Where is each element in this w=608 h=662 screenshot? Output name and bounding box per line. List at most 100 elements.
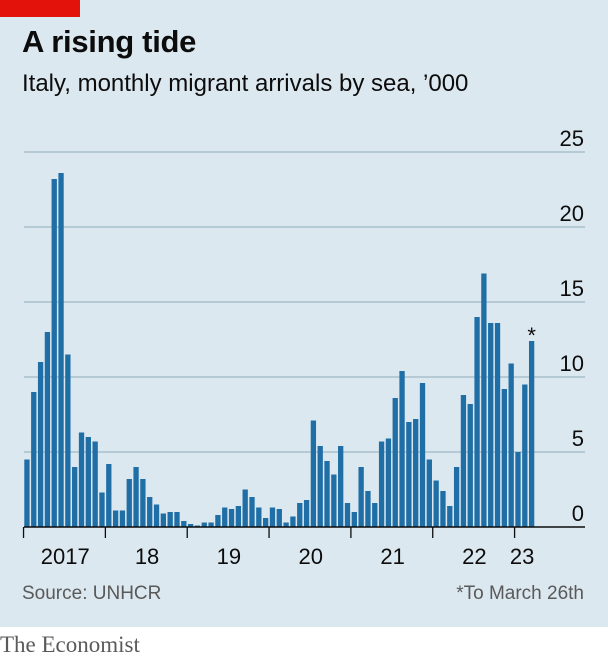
bar: [440, 491, 446, 527]
bar: [365, 491, 371, 527]
bar: [501, 389, 507, 527]
bar: [481, 273, 487, 527]
y-tick-label: 15: [560, 276, 584, 301]
bar: [256, 507, 262, 527]
bar: [140, 479, 146, 527]
bar: [474, 317, 480, 527]
economist-red-tag: [0, 0, 80, 17]
bar: [153, 504, 160, 527]
bar: [358, 467, 364, 527]
bar: [324, 461, 330, 527]
bar: [228, 509, 235, 527]
y-axis-labels: 0 5 10 15 20 25: [560, 126, 584, 526]
y-tick-label: 20: [560, 201, 584, 226]
x-tick-label: 18: [135, 544, 159, 569]
brand-logo: The Economist: [0, 632, 140, 657]
bar: [181, 521, 187, 527]
bar: [494, 323, 501, 527]
bar: [508, 363, 514, 527]
y-tick-label: 10: [560, 351, 584, 376]
bar: [276, 509, 282, 527]
bar: [187, 524, 194, 527]
bar: [297, 503, 303, 527]
bar: [399, 371, 405, 527]
bar: [119, 510, 126, 527]
bar: [160, 513, 166, 527]
bar: [453, 467, 460, 527]
bar: [467, 404, 473, 527]
bar: [522, 384, 528, 527]
bar: [515, 452, 521, 527]
y-tick-label: 25: [560, 126, 584, 151]
y-tick-label: 5: [572, 426, 584, 451]
chart-subtitle: Italy, monthly migrant arrivals by sea, …: [22, 70, 469, 97]
bar: [242, 489, 248, 527]
bar: [413, 419, 419, 527]
bar: [249, 497, 255, 527]
bar: [65, 354, 71, 527]
bar: [488, 323, 494, 527]
bar: [147, 497, 153, 527]
bar: [78, 432, 85, 527]
bar: [290, 516, 296, 527]
bar: [269, 507, 276, 527]
source-note: Source: UNHCR: [22, 583, 162, 604]
bar: [344, 503, 351, 527]
bar: [106, 464, 112, 527]
bar: [283, 522, 289, 527]
bars: [24, 173, 535, 527]
bar: [31, 392, 37, 527]
bar: [331, 474, 337, 527]
bar-chart: 0 5 10 15 20 25 2017 18 19 20 21 22 23 *: [22, 126, 585, 569]
asterisk-annotation: *: [527, 323, 536, 348]
bar: [51, 179, 57, 527]
annotations: *: [527, 323, 536, 348]
bar: [99, 492, 105, 527]
x-axis: 2017 18 19 20 21 22 23: [22, 526, 585, 569]
bar: [372, 503, 378, 527]
bar: [167, 512, 173, 527]
bar: [460, 395, 467, 527]
bar: [37, 362, 44, 527]
bar: [208, 522, 214, 527]
bar: [338, 446, 344, 527]
bar: [24, 459, 30, 527]
bar: [528, 341, 535, 527]
bar: [72, 467, 78, 527]
bar: [351, 512, 357, 527]
bar: [426, 459, 432, 527]
bar: [201, 522, 207, 527]
bar: [222, 507, 228, 527]
bar: [263, 518, 269, 527]
x-tick-label: 21: [380, 544, 404, 569]
x-tick-label: 19: [217, 544, 241, 569]
bar: [406, 422, 412, 527]
bar: [85, 437, 91, 527]
y-tick-label: 0: [572, 501, 584, 526]
bar: [44, 332, 51, 527]
bar: [215, 515, 221, 527]
x-tick-label: 23: [510, 544, 534, 569]
chart-title: A rising tide: [22, 24, 197, 59]
bar: [92, 441, 98, 527]
bar: [133, 467, 139, 527]
footnote: *To March 26th: [456, 583, 584, 604]
x-tick-label: 2017: [41, 544, 90, 569]
x-tick-label: 22: [462, 544, 486, 569]
x-tick-label: 20: [298, 544, 322, 569]
bar: [310, 420, 317, 527]
bar: [303, 500, 310, 527]
gridlines: [24, 151, 585, 453]
bar: [112, 510, 119, 527]
bar: [385, 438, 392, 527]
bar: [235, 506, 242, 527]
bar: [433, 480, 439, 527]
bar: [58, 173, 64, 527]
bar: [378, 441, 385, 527]
bar: [419, 383, 426, 527]
bar: [174, 512, 180, 527]
bar: [447, 506, 453, 527]
bar: [317, 446, 323, 527]
bar: [126, 479, 132, 527]
bar: [392, 398, 398, 527]
